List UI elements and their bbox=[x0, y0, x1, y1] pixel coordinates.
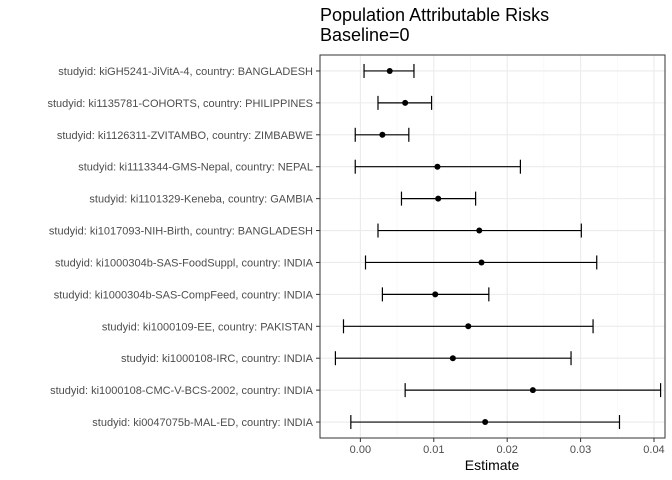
study-row: studyid: ki1017093-NIH-Birth, country: B… bbox=[49, 223, 582, 238]
x-axis: 0.00 0.01 0.02 0.03 0.04 bbox=[350, 438, 665, 456]
x-axis-title: Estimate bbox=[465, 457, 520, 473]
study-row: studyid: ki1101329-Keneba, country: GAMB… bbox=[89, 191, 477, 206]
estimate-point bbox=[478, 259, 485, 266]
study-row: studyid: ki1000109-EE, country: PAKISTAN bbox=[102, 319, 594, 334]
estimate-point bbox=[529, 387, 536, 394]
estimate-point bbox=[386, 67, 393, 74]
study-row: studyid: ki1000304b-SAS-CompFeed, countr… bbox=[54, 287, 490, 302]
chart-subtitle: Baseline=0 bbox=[320, 25, 410, 45]
study-label: studyid: ki1000109-EE, country: PAKISTAN bbox=[102, 321, 313, 333]
study-label: studyid: ki1017093-NIH-Birth, country: B… bbox=[49, 226, 313, 238]
study-row: studyid: ki0047075b-MAL-ED, country: IND… bbox=[92, 415, 621, 430]
estimate-point bbox=[476, 227, 483, 234]
x-axis-tick-label: 0.02 bbox=[496, 444, 517, 456]
study-label: studyid: ki1135781-COHORTS, country: PHI… bbox=[47, 98, 313, 110]
study-row: studyid: kiGH5241-JiVitA-4, country: BAN… bbox=[58, 63, 415, 78]
study-label: studyid: ki1000108-CMC-V-BCS-2002, count… bbox=[50, 385, 314, 397]
estimate-point bbox=[432, 291, 439, 298]
study-label: studyid: ki1113344-GMS-Nepal, country: N… bbox=[78, 162, 313, 174]
study-label: studyid: ki1126311-ZVITAMBO, country: ZI… bbox=[57, 130, 313, 142]
estimate-point bbox=[434, 163, 441, 170]
study-label: studyid: ki1000304b-SAS-CompFeed, countr… bbox=[54, 289, 314, 301]
x-axis-tick-label: 0.03 bbox=[570, 444, 591, 456]
study-row: studyid: ki1000304b-SAS-FoodSuppl, count… bbox=[55, 255, 598, 270]
study-label: studyid: ki0047075b-MAL-ED, country: IND… bbox=[92, 417, 313, 429]
study-row: studyid: ki1000108-IRC, country: INDIA bbox=[121, 351, 572, 366]
study-row: studyid: ki1135781-COHORTS, country: PHI… bbox=[47, 95, 433, 110]
study-row: studyid: ki1000108-CMC-V-BCS-2002, count… bbox=[50, 383, 662, 398]
study-row: studyid: ki1113344-GMS-Nepal, country: N… bbox=[78, 159, 521, 174]
estimate-point bbox=[465, 323, 472, 330]
x-axis-tick-label: 0.00 bbox=[350, 444, 371, 456]
study-label: studyid: ki1000108-IRC, country: INDIA bbox=[121, 353, 314, 365]
study-row: studyid: ki1126311-ZVITAMBO, country: ZI… bbox=[57, 127, 410, 142]
study-label: studyid: ki1101329-Keneba, country: GAMB… bbox=[89, 194, 313, 206]
study-label: studyid: kiGH5241-JiVitA-4, country: BAN… bbox=[58, 66, 313, 78]
chart-title: Population Attributable Risks bbox=[320, 5, 549, 25]
estimate-point bbox=[379, 131, 386, 138]
estimate-point bbox=[482, 419, 489, 426]
estimate-point bbox=[402, 99, 409, 106]
estimate-point bbox=[435, 195, 442, 202]
plot-panel bbox=[320, 55, 665, 438]
study-label: studyid: ki1000304b-SAS-FoodSuppl, count… bbox=[55, 257, 314, 269]
study-rows: studyid: kiGH5241-JiVitA-4, country: BAN… bbox=[47, 63, 662, 430]
x-axis-tick-label: 0.01 bbox=[423, 444, 444, 456]
estimate-point bbox=[449, 355, 456, 362]
x-axis-tick-label: 0.04 bbox=[643, 444, 664, 456]
panel-border bbox=[319, 54, 666, 439]
